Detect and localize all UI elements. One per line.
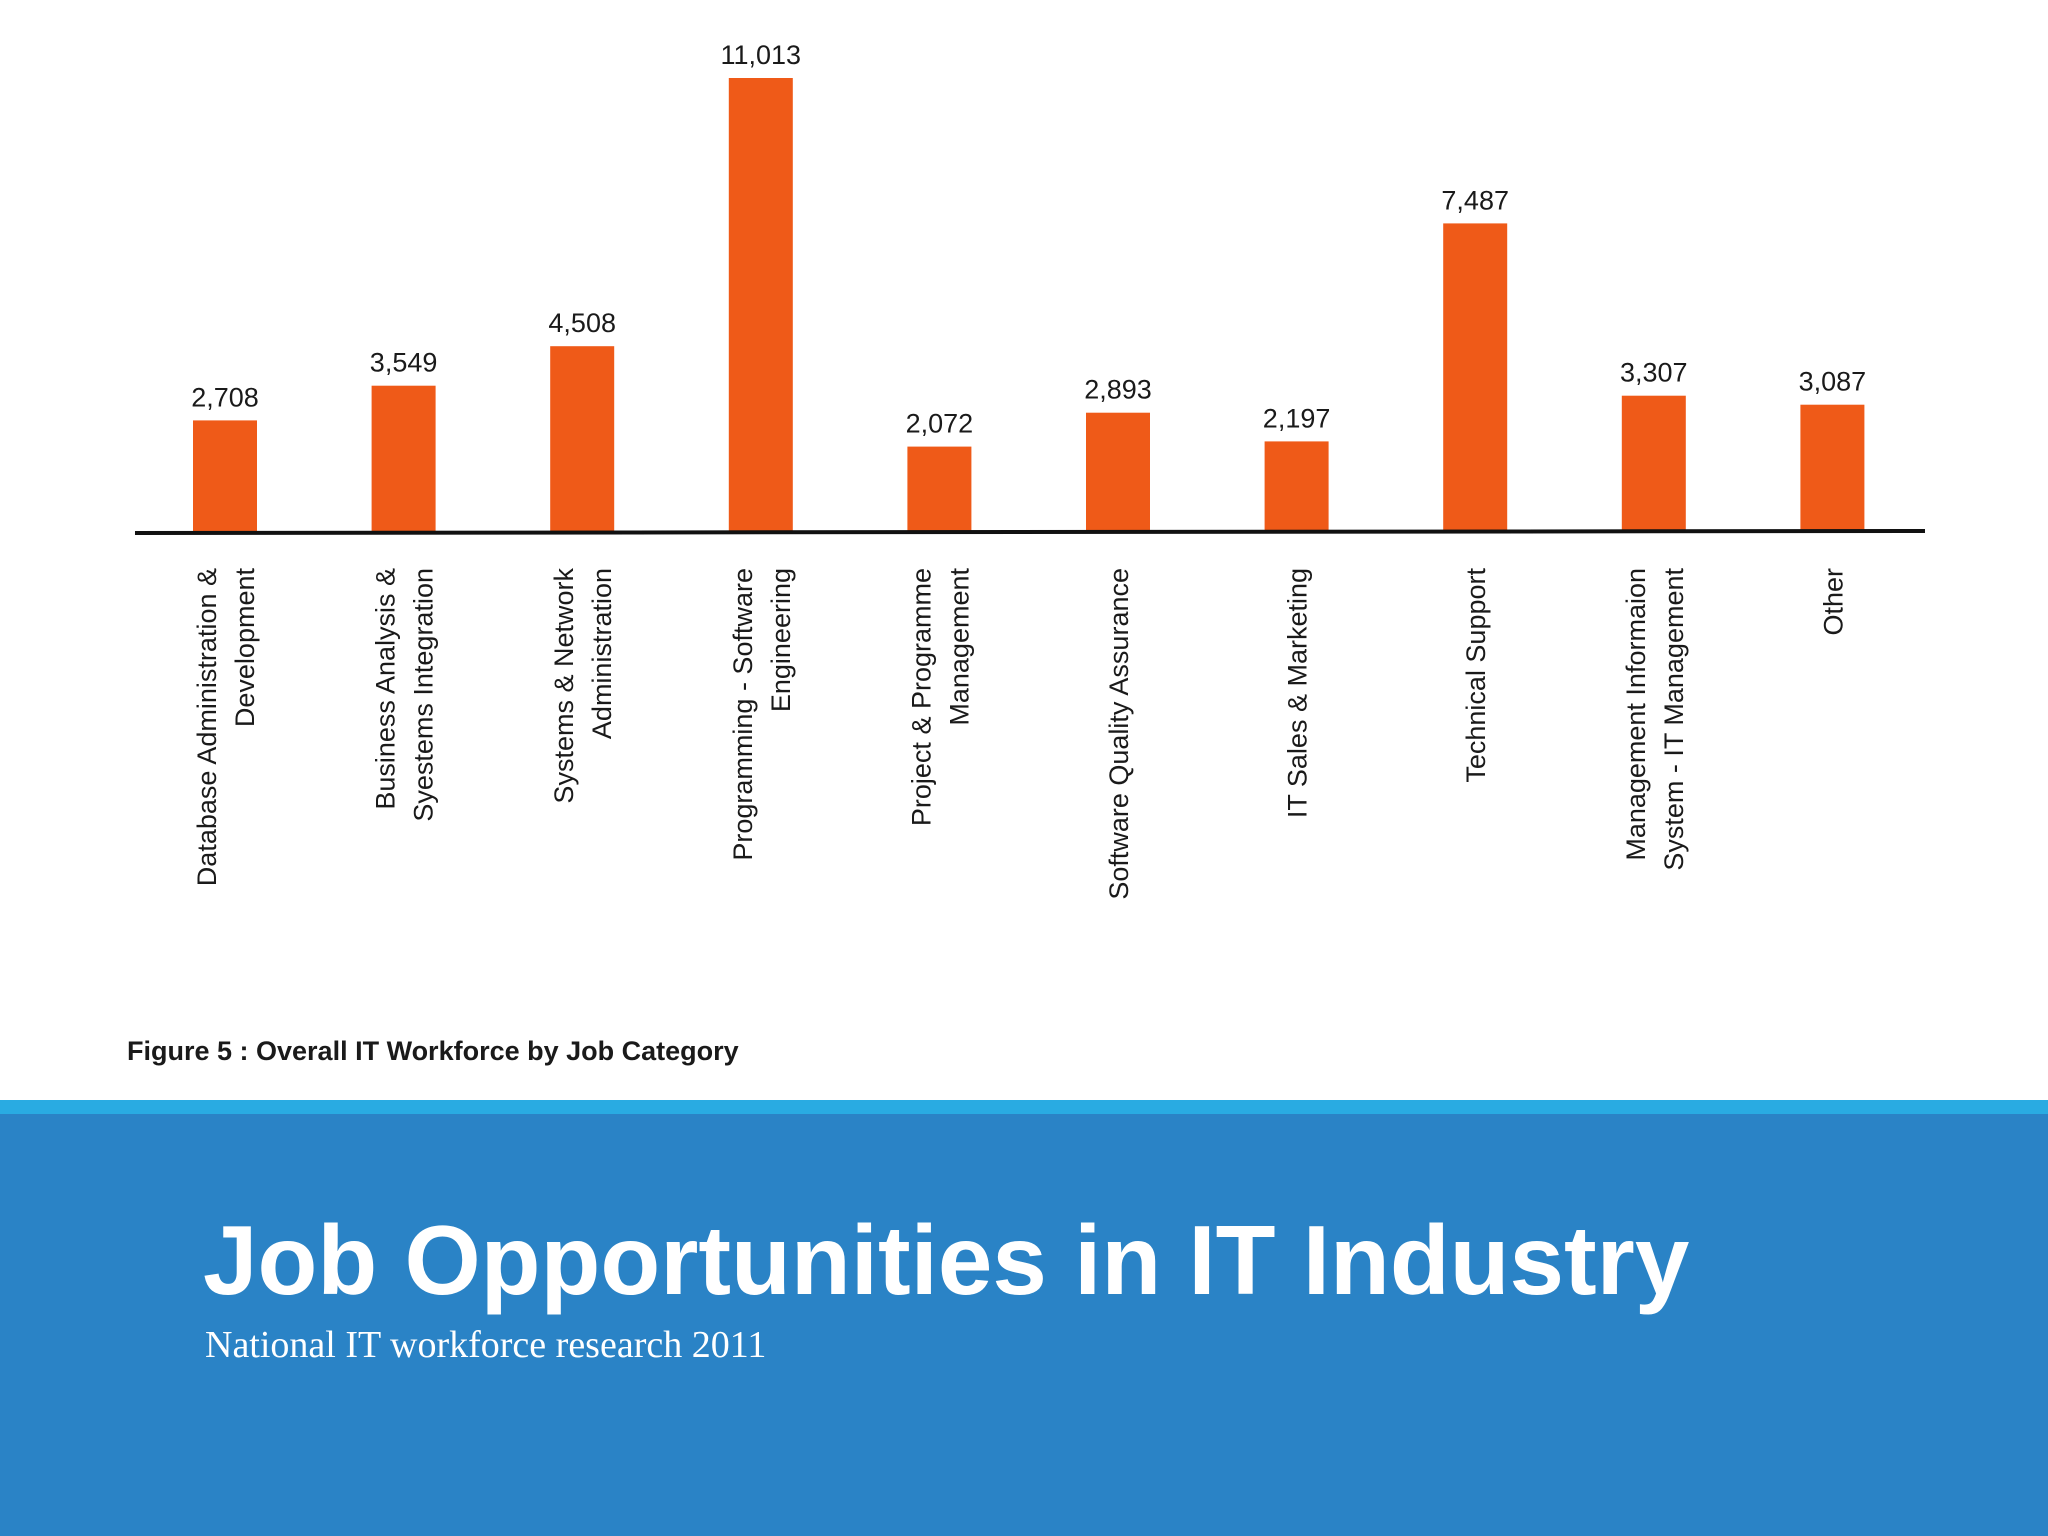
category-label-line: Administration [587,568,617,739]
category-label: Project & Programme Management [906,568,974,827]
bar-value-label: 2,197 [1263,403,1331,433]
category-label-line: Syestems Integration [409,568,439,822]
category-label-line: Software Quality Assurance [1104,568,1134,900]
bar-value-label: 3,549 [370,348,438,378]
bar [1443,223,1508,532]
category-label: Other [1818,568,1848,636]
category-label: Software Quality Assurance [1104,568,1134,900]
bar [193,420,257,532]
bar [1264,441,1329,532]
bar-value-label: 3,307 [1620,358,1688,388]
category-label-line: Technical Support [1461,568,1491,783]
category-label-line: Database Administration & [192,568,222,886]
category-label: Programming - Software Engineering [728,568,796,861]
bar-value-label: 2,893 [1084,375,1152,405]
bar-value-label: 4,508 [548,308,616,338]
category-label: Systems & Network Administration [549,568,617,804]
category-label-line: Business Analysis & [371,568,401,810]
category-label: Business Analysis & Syestems Integration [371,568,439,822]
value-labels-layer: 2,708 3,549 4,508 11,013 2,072 2,893 2,197 7,48… [191,40,1866,439]
category-label-line: Development [230,568,260,728]
category-label-line: IT Sales & Marketing [1283,568,1313,818]
bars-layer [193,78,1865,532]
category-label-line: Other [1818,568,1848,636]
bar [728,78,793,532]
bar-value-label: 3,087 [1799,367,1867,397]
chart-area: 2,708 3,549 4,508 11,013 2,072 2,893 2,197 7,48… [127,40,1926,1066]
bar-value-label: 2,708 [191,382,259,412]
slide-subtitle: National IT workforce research 2011 [205,1324,767,1366]
category-label: IT Sales & Marketing [1283,568,1313,818]
bar-value-label: 11,013 [721,40,802,70]
category-label-line: Management Informaion [1621,568,1651,861]
category-label: Management Informaion System - IT Managem… [1621,568,1689,871]
slide-title: Job Opportunities in IT Industry [203,1205,1690,1315]
category-label-line: Systems & Network [549,568,579,804]
x-axis-line [134,529,1926,535]
title-band [0,1114,2048,1536]
category-label-line: Project & Programme [906,568,936,826]
bar-value-label: 2,072 [906,409,974,439]
category-label: Database Administration & Development [192,568,260,887]
bar [907,446,972,532]
bar [1800,404,1865,532]
category-label: Technical Support [1461,568,1491,783]
category-label-line: Engineering [766,568,796,712]
category-label-line: Management [944,568,974,726]
bar [371,385,436,532]
chart-caption: Figure 5 : Overall IT Workforce by Job C… [127,1036,739,1066]
bar [1086,412,1150,532]
bar-value-label: 7,487 [1441,185,1509,215]
bar [550,346,615,532]
category-label-line: Programming - Software [728,568,758,861]
bar-chart: 2,708 3,549 4,508 11,013 2,072 2,893 2,197 7,48… [127,40,1926,1066]
category-labels-layer: Database Administration & Development Busi… [192,568,1848,900]
category-label-line: System - IT Management [1659,568,1689,871]
bar [1621,395,1686,532]
accent-stripe [0,1100,2048,1114]
